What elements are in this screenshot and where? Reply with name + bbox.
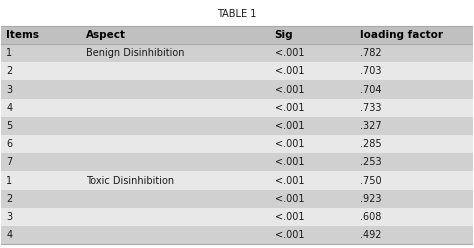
Bar bbox=[1, 44, 473, 62]
Bar bbox=[1, 190, 473, 208]
Text: <.001: <.001 bbox=[275, 66, 304, 76]
Text: 3: 3 bbox=[6, 212, 12, 222]
Text: 5: 5 bbox=[6, 121, 12, 131]
Text: .923: .923 bbox=[359, 194, 381, 204]
Text: .608: .608 bbox=[359, 212, 381, 222]
Text: <.001: <.001 bbox=[275, 85, 304, 94]
Text: 4: 4 bbox=[6, 103, 12, 113]
Text: 4: 4 bbox=[6, 230, 12, 240]
Text: Items: Items bbox=[6, 30, 39, 40]
Text: .782: .782 bbox=[359, 48, 381, 58]
Text: 1: 1 bbox=[6, 48, 12, 58]
Bar bbox=[1, 80, 473, 99]
Text: Aspect: Aspect bbox=[86, 30, 126, 40]
Text: .704: .704 bbox=[359, 85, 381, 94]
Text: 6: 6 bbox=[6, 139, 12, 149]
Text: <.001: <.001 bbox=[275, 48, 304, 58]
Text: <.001: <.001 bbox=[275, 212, 304, 222]
Text: 1: 1 bbox=[6, 176, 12, 186]
Text: 3: 3 bbox=[6, 85, 12, 94]
Text: <.001: <.001 bbox=[275, 139, 304, 149]
Text: 2: 2 bbox=[6, 66, 12, 76]
Bar bbox=[1, 26, 473, 44]
Text: TABLE 1: TABLE 1 bbox=[217, 9, 257, 19]
Text: .253: .253 bbox=[359, 157, 381, 167]
Bar bbox=[1, 153, 473, 171]
Text: .733: .733 bbox=[359, 103, 381, 113]
Text: <.001: <.001 bbox=[275, 230, 304, 240]
Text: .492: .492 bbox=[359, 230, 381, 240]
Bar bbox=[1, 117, 473, 135]
Text: loading factor: loading factor bbox=[359, 30, 443, 40]
Bar bbox=[1, 62, 473, 80]
Bar bbox=[1, 135, 473, 153]
Text: Toxic Disinhibition: Toxic Disinhibition bbox=[86, 176, 174, 186]
Text: <.001: <.001 bbox=[275, 157, 304, 167]
Text: <.001: <.001 bbox=[275, 121, 304, 131]
Text: <.001: <.001 bbox=[275, 176, 304, 186]
Text: 2: 2 bbox=[6, 194, 12, 204]
Text: .703: .703 bbox=[359, 66, 381, 76]
Bar bbox=[1, 208, 473, 226]
Text: 7: 7 bbox=[6, 157, 12, 167]
Text: Sig: Sig bbox=[275, 30, 293, 40]
Text: .750: .750 bbox=[359, 176, 381, 186]
Text: <.001: <.001 bbox=[275, 194, 304, 204]
Text: .285: .285 bbox=[359, 139, 381, 149]
Bar bbox=[1, 226, 473, 244]
Text: .327: .327 bbox=[359, 121, 381, 131]
Bar bbox=[1, 99, 473, 117]
Bar bbox=[1, 171, 473, 190]
Text: Benign Disinhibition: Benign Disinhibition bbox=[86, 48, 185, 58]
Text: <.001: <.001 bbox=[275, 103, 304, 113]
